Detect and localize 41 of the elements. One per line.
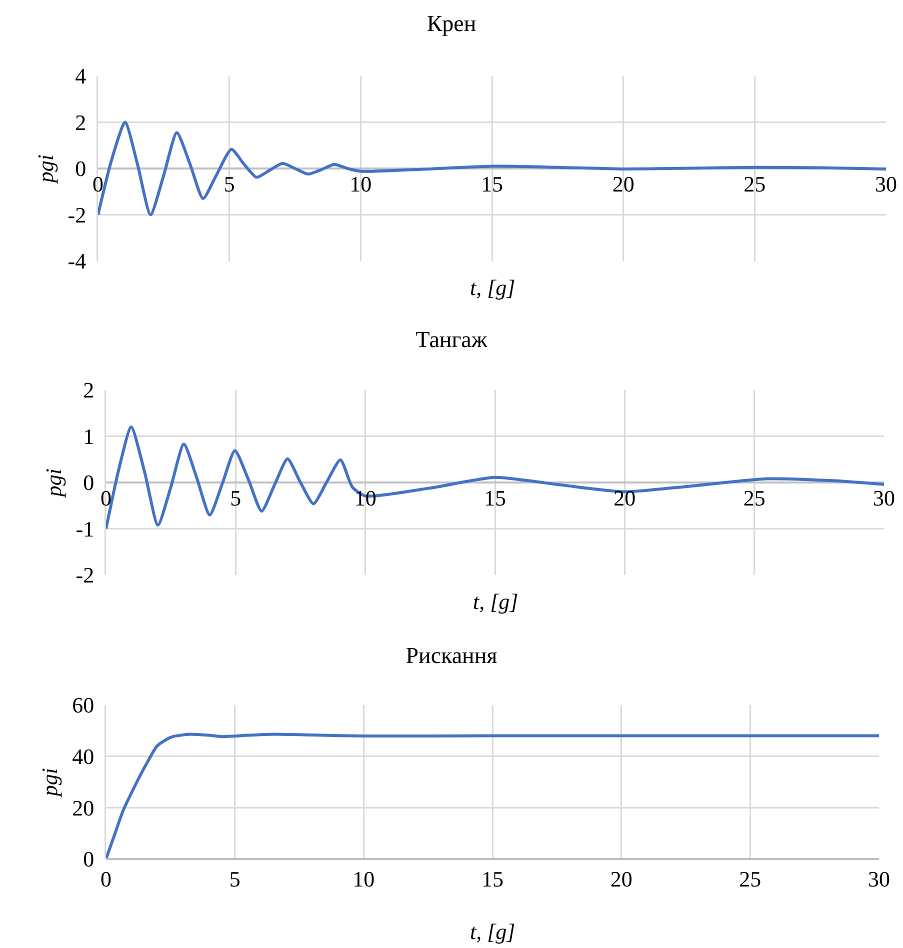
x-tick-label: 5 [230,486,242,510]
y-tick-label: 4 [75,64,86,89]
x-tick-label: 20 [614,486,636,510]
y-tick-label: 40 [72,744,94,770]
chart-title: Тангаж [416,327,488,352]
x-tick-label: 0 [100,486,112,510]
y-tick-label: -1 [76,516,94,542]
x-tick-label: 15 [484,486,506,510]
chart-title: Крен [426,11,476,36]
x-tick-label: 15 [482,866,504,892]
x-tick-label: 20 [612,172,634,196]
y-tick-label: 1 [83,424,94,449]
y-axis-title: pgi [40,468,66,499]
x-axis-title: t, [g] [470,919,516,944]
x-tick-label: 5 [224,172,235,196]
x-tick-label: 25 [744,172,766,196]
line-series [106,732,879,859]
x-axis-title: t, [g] [473,589,518,614]
x-tick-label: 25 [739,866,762,892]
x-tick-label: 25 [743,486,766,510]
y-tick-label: 2 [75,110,86,135]
y-tick-label: 20 [72,795,94,820]
y-tick-label: -2 [68,202,86,228]
x-tick-label: 10 [350,172,372,196]
y-axis-title: pgi [32,154,58,185]
x-tick-label: 30 [868,866,890,892]
x-tick-label: 0 [100,866,112,892]
x-tick-label: 15 [481,172,503,196]
x-tick-label: 5 [229,866,240,892]
x-tick-label: 30 [875,172,897,196]
chart-title: Рискання [406,643,498,668]
y-tick-label: 0 [83,846,94,872]
x-tick-label: 30 [873,486,895,510]
y-tick-label: -2 [76,562,94,588]
y-tick-label: 60 [72,692,94,718]
y-tick-label: -4 [68,248,86,274]
y-tick-label: 2 [83,378,94,403]
x-tick-label: 10 [352,866,375,892]
x-tick-label: 20 [610,866,632,892]
x-axis-title: t, [g] [470,275,516,300]
y-axis-title: pgi [37,768,62,798]
